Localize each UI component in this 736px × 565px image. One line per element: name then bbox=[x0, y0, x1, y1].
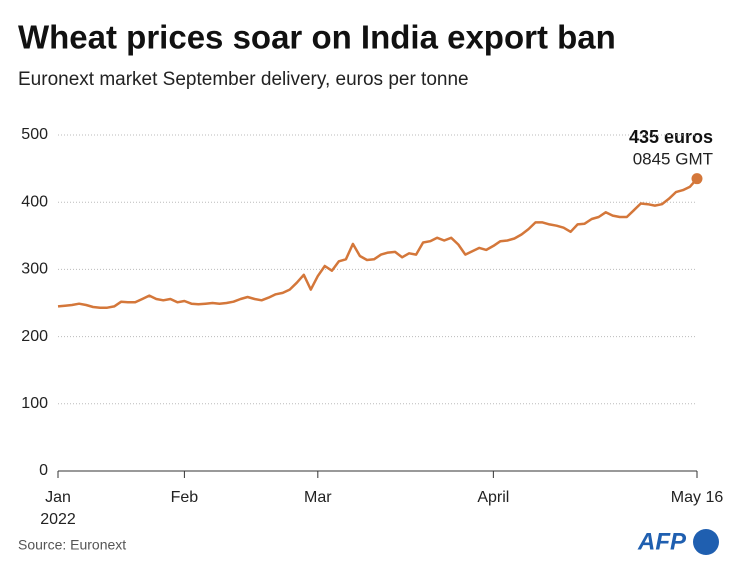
source: Source: Euronext bbox=[18, 537, 126, 553]
x-tick-label: May 16 bbox=[671, 489, 724, 506]
y-tick-label: 100 bbox=[21, 395, 48, 412]
end-point bbox=[691, 173, 703, 185]
y-tick-label: 400 bbox=[21, 193, 48, 210]
x-tick-label: April bbox=[477, 489, 509, 506]
logo-dot bbox=[693, 529, 719, 555]
annotation-title: 435 euros bbox=[629, 127, 713, 147]
price-line bbox=[57, 177, 698, 309]
logo: AFP bbox=[637, 528, 687, 555]
chart-subtitle: Euronext market September delivery, euro… bbox=[18, 69, 469, 90]
y-tick-label: 200 bbox=[21, 328, 48, 345]
x-tick-label: Jan 2022 bbox=[40, 489, 76, 528]
x-tick-label: Feb bbox=[171, 489, 199, 506]
x-tick-label: Mar bbox=[304, 489, 332, 506]
y-tick-label: 500 bbox=[21, 126, 48, 143]
y-tick-label: 300 bbox=[21, 261, 48, 278]
annotation-text: 0845 GMT bbox=[633, 149, 713, 168]
y-tick-label: 0 bbox=[39, 462, 48, 479]
chart-title: Wheat prices soar on India export ban bbox=[18, 19, 616, 56]
